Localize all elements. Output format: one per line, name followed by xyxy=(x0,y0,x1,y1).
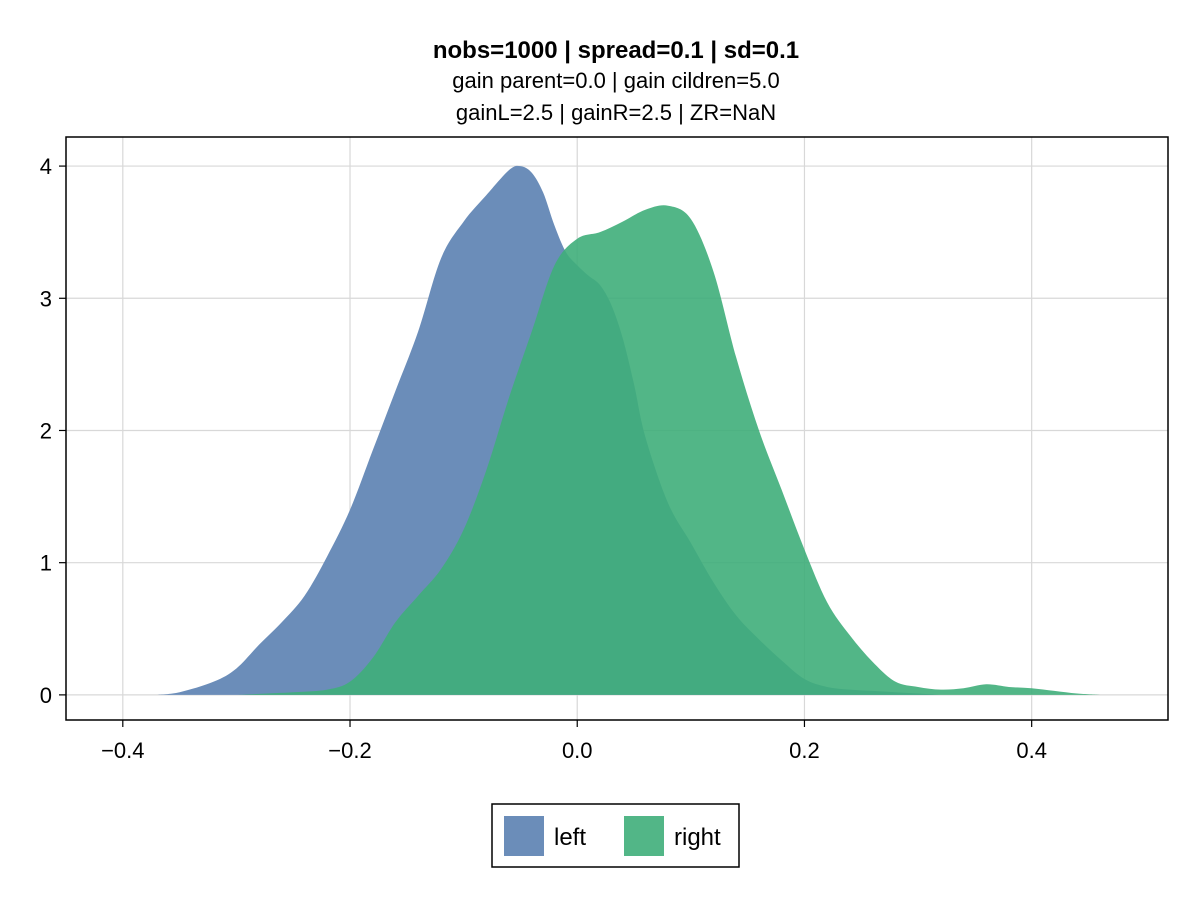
legend-label-right: right xyxy=(674,824,721,851)
y-tick-label: 1 xyxy=(40,551,52,576)
chart-title: nobs=1000 | spread=0.1 | sd=0.1 xyxy=(433,37,799,64)
x-tick-label: 0.4 xyxy=(1016,738,1047,763)
series-layer xyxy=(156,165,1100,695)
x-tick-label: −0.2 xyxy=(328,738,371,763)
legend: left right xyxy=(491,803,740,868)
chart-subtitle-line-1: gain parent=0.0 | gain cildren=5.0 xyxy=(452,68,779,93)
plot-frame xyxy=(65,136,1169,721)
legend-label-left: left xyxy=(554,824,586,851)
x-tick-label: −0.4 xyxy=(101,738,144,763)
density-area-right xyxy=(236,205,1100,695)
y-tick-label: 0 xyxy=(40,683,52,708)
y-tick-label: 4 xyxy=(40,154,52,179)
x-tick-label: 0.0 xyxy=(562,738,593,763)
y-tick-label: 2 xyxy=(40,418,52,443)
x-tick-label: 0.2 xyxy=(789,738,820,763)
chart-subtitle-line-2: gainL=2.5 | gainR=2.5 | ZR=NaN xyxy=(456,100,776,125)
legend-swatch-right xyxy=(624,816,664,856)
y-tick-label: 3 xyxy=(40,286,52,311)
axis-layer: −0.4 −0.2 0.0 0.2 0.4 0 1 2 3 4 xyxy=(40,154,1047,763)
legend-swatch-left xyxy=(504,816,544,856)
